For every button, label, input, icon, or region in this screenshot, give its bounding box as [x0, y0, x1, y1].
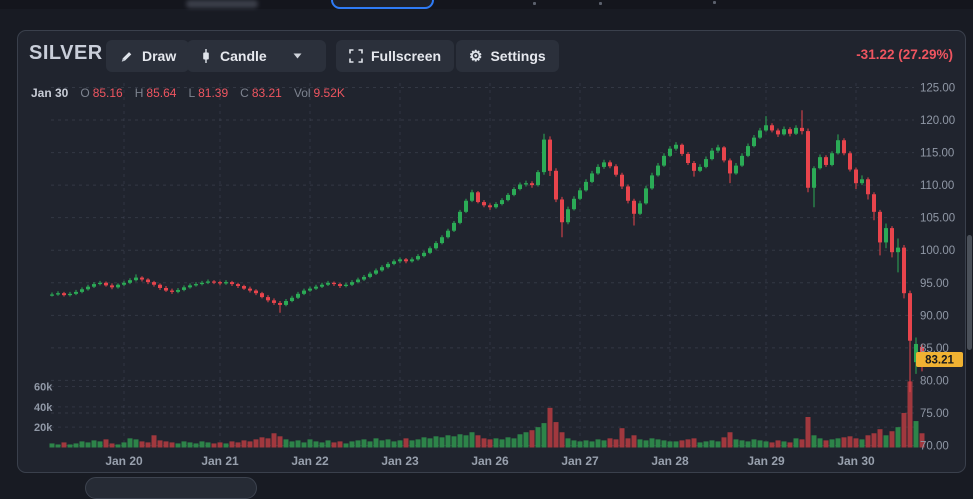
svg-text:Jan 26: Jan 26 — [471, 454, 509, 468]
svg-text:Jan 30: Jan 30 — [837, 454, 875, 468]
svg-text:60k: 60k — [34, 382, 53, 394]
candles-layer — [50, 110, 924, 393]
settings-button[interactable]: ⚙ Settings — [456, 40, 559, 72]
chart-card: SILVER Draw Candle Fullscreen ⚙ Settings… — [17, 30, 966, 473]
svg-text:40k: 40k — [34, 402, 53, 414]
svg-text:125.00: 125.00 — [920, 83, 955, 95]
top-navigation-bar — [0, 0, 973, 9]
search-input[interactable] — [331, 0, 434, 9]
svg-text:100.00: 100.00 — [920, 245, 955, 257]
svg-text:Jan 27: Jan 27 — [561, 454, 599, 468]
svg-text:Jan 29: Jan 29 — [747, 454, 785, 468]
svg-text:85.00: 85.00 — [920, 343, 949, 355]
open-value: 85.16 — [92, 86, 123, 100]
svg-text:Jan 21: Jan 21 — [201, 454, 239, 468]
draw-button-label: Draw — [142, 48, 177, 64]
svg-text:110.00: 110.00 — [920, 180, 954, 192]
volume-value: 9.52K — [313, 86, 345, 100]
open-label: O — [80, 86, 90, 100]
low-label: L — [188, 86, 196, 100]
svg-text:75.00: 75.00 — [920, 408, 949, 420]
svg-text:90.00: 90.00 — [920, 310, 949, 322]
nav-icon[interactable] — [533, 2, 536, 5]
nav-icon[interactable] — [599, 2, 602, 5]
svg-text:83.21: 83.21 — [925, 355, 954, 367]
svg-text:Jan 23: Jan 23 — [381, 454, 419, 468]
close-value: 83.21 — [251, 86, 282, 100]
price-chart[interactable]: 125.00 120.00 115.00 110.00 105.00 100.00 95.0… — [21, 81, 966, 473]
ohlc-readout: Jan 30 O 85.16 H 85.64 L 81.39 C 83.21 Vol 9.… — [31, 86, 345, 100]
gear-icon: ⚙ — [469, 47, 483, 65]
low-value: 81.39 — [198, 86, 229, 100]
svg-text:20k: 20k — [34, 422, 53, 434]
volume-bars — [49, 381, 925, 448]
app-logo — [186, 0, 258, 8]
svg-text:Jan 20: Jan 20 — [105, 454, 143, 468]
svg-text:95.00: 95.00 — [920, 278, 949, 290]
high-label: H — [134, 86, 144, 100]
bottom-panel-pill[interactable] — [85, 477, 257, 499]
last-price-tag: 83.21 — [916, 352, 963, 368]
svg-text:105.00: 105.00 — [920, 213, 955, 225]
close-label: C — [240, 86, 249, 100]
fullscreen-button[interactable]: Fullscreen — [336, 40, 455, 72]
ohlc-date: Jan 30 — [31, 86, 69, 100]
page-scrollbar[interactable] — [967, 235, 972, 350]
candle-dropdown-label: Candle — [220, 48, 267, 64]
svg-text:115.00: 115.00 — [920, 148, 954, 160]
svg-text:80.00: 80.00 — [920, 375, 949, 387]
volume-label: Vol — [293, 86, 311, 100]
symbol-title: SILVER — [29, 42, 103, 64]
fullscreen-button-label: Fullscreen — [371, 48, 442, 64]
settings-button-label: Settings — [490, 48, 546, 64]
svg-text:70.00: 70.00 — [920, 441, 949, 453]
candle-type-dropdown[interactable]: Candle — [187, 40, 326, 72]
pencil-icon — [121, 51, 132, 62]
svg-text:Jan 28: Jan 28 — [651, 454, 689, 468]
nav-icon[interactable] — [713, 1, 716, 4]
draw-button[interactable]: Draw — [106, 40, 190, 72]
high-value: 85.64 — [146, 86, 177, 100]
chevron-down-icon — [293, 53, 302, 59]
axis-labels: 125.00 120.00 115.00 110.00 105.00 100.00 95.0… — [34, 83, 955, 468]
gridlines — [51, 83, 914, 448]
fullscreen-icon — [349, 49, 363, 63]
svg-text:120.00: 120.00 — [920, 115, 955, 127]
svg-text:Jan 22: Jan 22 — [291, 454, 329, 468]
price-change-text: -31.22 (27.29%) — [856, 47, 953, 62]
candle-icon — [203, 49, 209, 63]
